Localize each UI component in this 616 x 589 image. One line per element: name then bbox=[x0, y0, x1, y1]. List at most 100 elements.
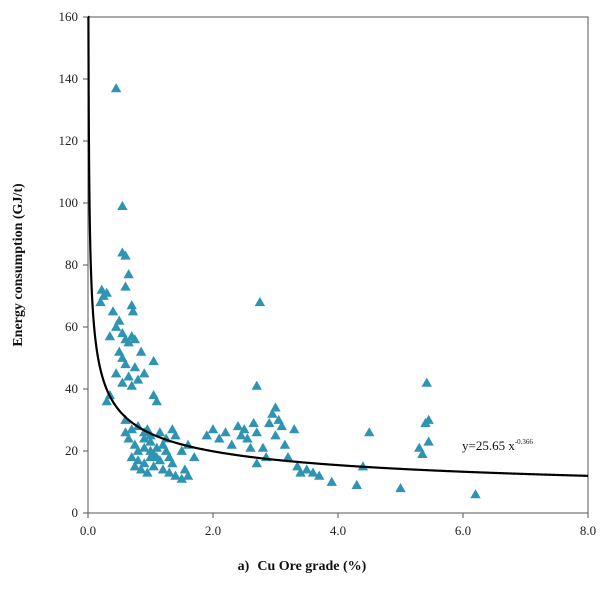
data-point bbox=[160, 445, 172, 455]
data-point bbox=[273, 414, 284, 424]
data-point bbox=[120, 414, 131, 424]
data-point bbox=[120, 281, 131, 291]
data-point bbox=[139, 442, 150, 452]
data-point bbox=[164, 467, 175, 477]
x-axis-title: a) Cu Ore grade (%) bbox=[238, 559, 367, 574]
data-point bbox=[182, 470, 194, 480]
data-point bbox=[242, 433, 253, 443]
data-point bbox=[132, 374, 144, 384]
data-point bbox=[423, 436, 434, 446]
x-tick-label: 6.0 bbox=[455, 523, 471, 538]
x-axis-title-prefix: a) bbox=[238, 559, 250, 574]
data-point bbox=[126, 424, 137, 434]
data-point bbox=[104, 331, 116, 341]
trendline bbox=[87, 15, 589, 477]
trendline-equation-base: y=25.65 x bbox=[462, 438, 515, 453]
x-axis: 0.0 2.0 4.0 6.0 8.0 bbox=[80, 513, 596, 538]
y-tick-label: 0 bbox=[72, 505, 79, 520]
data-point bbox=[279, 439, 291, 449]
data-point bbox=[132, 455, 144, 465]
data-point bbox=[145, 436, 156, 446]
data-point bbox=[270, 430, 281, 440]
data-point bbox=[179, 464, 191, 474]
data-point bbox=[123, 433, 134, 443]
data-point bbox=[145, 430, 156, 440]
data-point bbox=[264, 417, 275, 427]
data-point bbox=[251, 458, 262, 468]
data-point bbox=[167, 424, 178, 434]
data-point bbox=[142, 467, 153, 477]
y-tick-label: 20 bbox=[65, 443, 78, 458]
data-point bbox=[267, 408, 278, 418]
data-point bbox=[139, 368, 150, 378]
data-point bbox=[129, 334, 141, 344]
data-point bbox=[110, 83, 122, 93]
data-point bbox=[251, 427, 262, 437]
data-point bbox=[167, 458, 178, 468]
y-tick-label: 60 bbox=[65, 319, 78, 334]
data-point bbox=[307, 467, 319, 477]
data-point bbox=[154, 427, 166, 437]
y-tick-label: 100 bbox=[59, 195, 79, 210]
data-point bbox=[123, 371, 134, 381]
data-point bbox=[214, 433, 225, 443]
y-tick-label: 140 bbox=[59, 71, 79, 86]
data-point bbox=[235, 430, 247, 440]
y-axis-title: Energy consumption (GJ/t) bbox=[11, 183, 26, 347]
data-point bbox=[220, 427, 231, 437]
data-point bbox=[123, 337, 134, 347]
data-point bbox=[123, 269, 134, 279]
data-point bbox=[470, 489, 481, 499]
data-point bbox=[351, 479, 362, 489]
data-point bbox=[157, 464, 169, 474]
data-point bbox=[101, 396, 112, 406]
y-tick-label: 80 bbox=[65, 257, 78, 272]
data-point bbox=[129, 461, 141, 471]
data-point bbox=[301, 464, 312, 474]
data-point bbox=[117, 328, 128, 338]
data-point bbox=[139, 433, 150, 443]
y-axis: 0 20 40 60 80 100 120 140 160 bbox=[59, 9, 88, 520]
data-point bbox=[295, 467, 306, 477]
data-point bbox=[120, 359, 131, 369]
x-tick-label: 4.0 bbox=[330, 523, 346, 538]
data-point bbox=[139, 458, 150, 468]
data-point bbox=[176, 445, 187, 455]
data-point bbox=[126, 452, 137, 462]
data-point bbox=[129, 439, 141, 449]
data-point bbox=[117, 200, 128, 210]
data-point bbox=[126, 380, 137, 390]
data-point bbox=[282, 452, 294, 462]
data-point bbox=[170, 430, 181, 440]
data-point bbox=[110, 368, 122, 378]
data-point bbox=[201, 430, 212, 440]
y-tick-label: 120 bbox=[59, 133, 79, 148]
data-point bbox=[232, 421, 244, 431]
data-point bbox=[364, 427, 375, 437]
data-point bbox=[117, 377, 128, 387]
data-point bbox=[132, 445, 144, 455]
data-point bbox=[126, 300, 137, 310]
data-point bbox=[314, 470, 325, 480]
data-point bbox=[245, 442, 256, 452]
data-point bbox=[257, 442, 269, 452]
y-tick-label: 40 bbox=[65, 381, 78, 396]
data-point bbox=[248, 417, 259, 427]
trendline-equation: y=25.65 x-0.366 bbox=[462, 438, 533, 453]
data-point bbox=[414, 442, 425, 452]
data-point bbox=[170, 470, 181, 480]
x-tick-label: 8.0 bbox=[580, 523, 596, 538]
data-point bbox=[107, 306, 119, 316]
data-point bbox=[114, 315, 125, 325]
data-point bbox=[135, 464, 147, 474]
data-point bbox=[326, 476, 337, 486]
data-point bbox=[276, 421, 287, 431]
data-point bbox=[110, 321, 122, 331]
data-points bbox=[95, 83, 481, 499]
data-point bbox=[421, 377, 432, 387]
data-point bbox=[254, 297, 266, 307]
data-point bbox=[239, 424, 250, 434]
data-point bbox=[148, 390, 159, 400]
data-point bbox=[395, 483, 406, 493]
